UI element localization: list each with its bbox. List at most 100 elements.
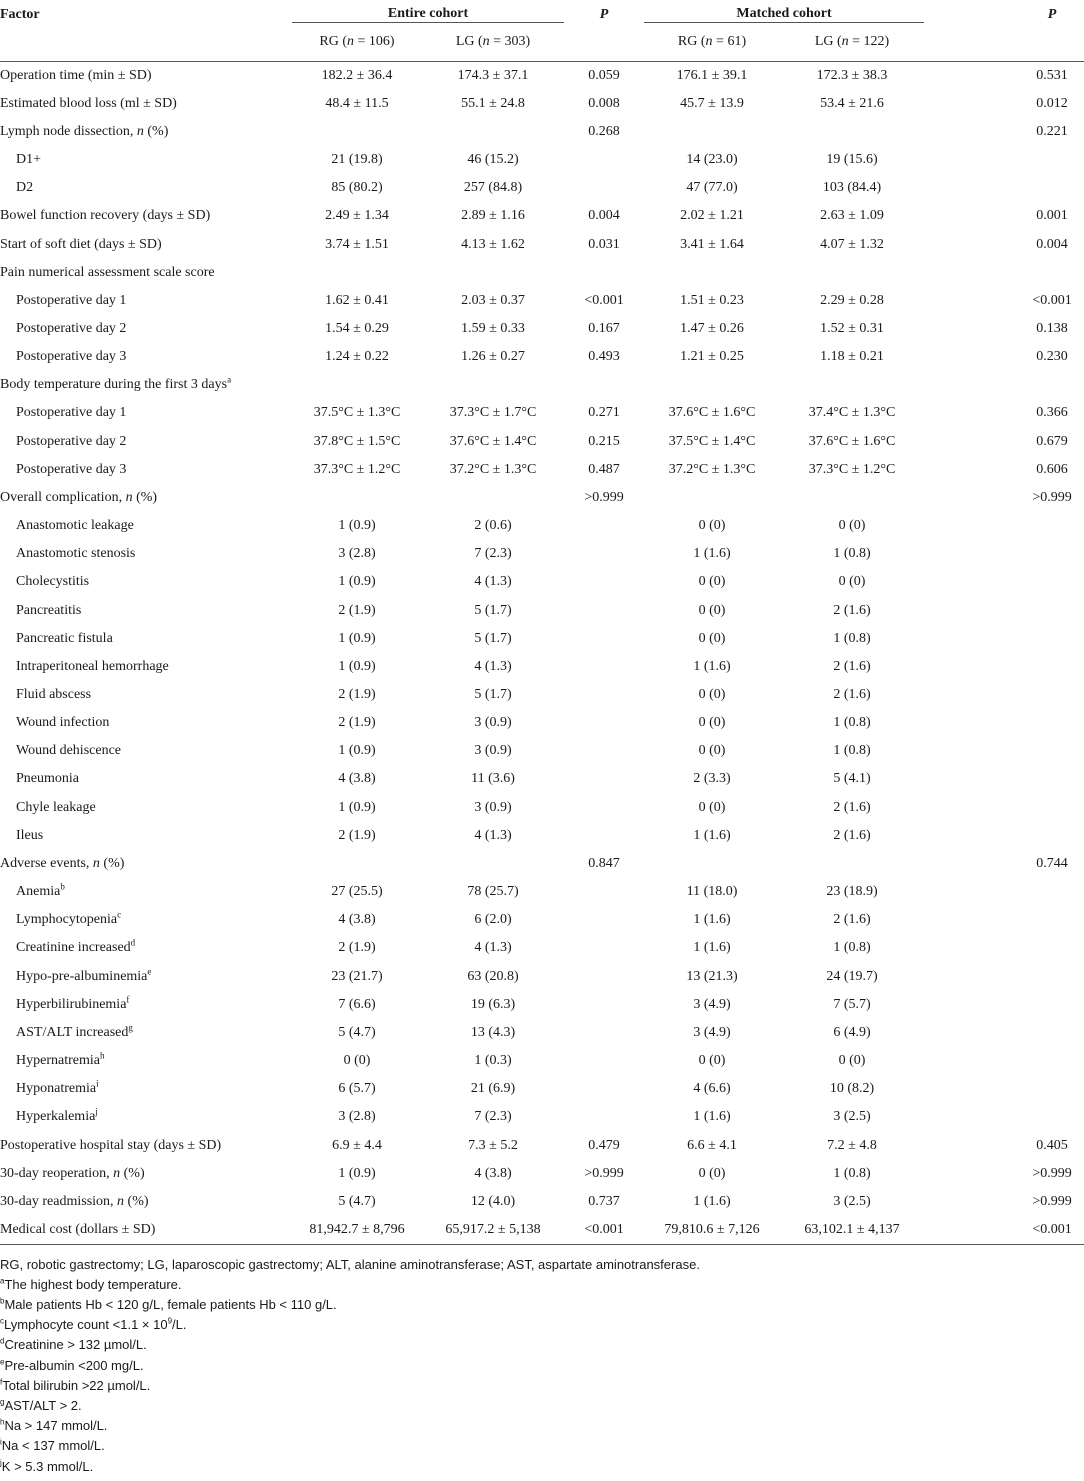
table-row: Hyponatremiai 6 (5.7) 21 (6.9) 4 (6.6) 10 (8… [0,1075,1084,1103]
table-cell: 3 (2.8) [292,1103,422,1131]
table-cell [780,484,924,512]
table-cell: 1 (0.8) [780,934,924,962]
table-row: Wound dehiscence 1 (0.9) 3 (0.9) 0 (0) 1 (0.… [0,737,1084,765]
table-cell: 21 (6.9) [422,1075,564,1103]
table-cell: 11 (3.6) [422,765,564,793]
table-cell [780,850,924,878]
row-label: Postoperative day 1 [0,399,292,427]
table-cell: 1 (1.6) [644,1103,780,1131]
table-cell: 2 (0.6) [422,512,564,540]
table-cell: 2.63 ± 1.09 [780,202,924,230]
table-cell: 37.6°C ± 1.4°C [422,428,564,456]
table-cell: 6 (4.9) [780,1019,924,1047]
table-row: Overall complication, n (%) >0.999 >0.999 [0,484,1084,512]
table-cell: 10 (8.2) [780,1075,924,1103]
table-cell: 1 (0.9) [292,653,422,681]
table-cell: 0 (0) [644,625,780,653]
table-cell: 79,810.6 ± 7,126 [644,1216,780,1244]
table-cell [564,146,644,174]
table-cell [1020,794,1084,822]
table-cell: 0 (0) [780,568,924,596]
table-cell: 0 (0) [780,512,924,540]
table-cell: 1 (0.8) [780,625,924,653]
table-cell [1020,906,1084,934]
results-table: Factor Entire cohort P Matched cohort P … [0,0,1084,1245]
table-cell [422,259,564,287]
table-cell [1020,174,1084,202]
table-cell: 2 (1.6) [780,794,924,822]
table-cell [564,934,644,962]
table-cell: 3 (4.9) [644,991,780,1019]
table-cell: 0.847 [564,850,644,878]
table-cell: 0.230 [1020,343,1084,371]
table-cell [1020,1019,1084,1047]
table-cell: >0.999 [1020,484,1084,512]
row-label: Anastomotic stenosis [0,540,292,568]
row-label: Postoperative day 3 [0,456,292,484]
table-cell: 1.47 ± 0.26 [644,315,780,343]
table-cell: 0 (0) [644,1160,780,1188]
table-cell [564,709,644,737]
table-cell: 37.8°C ± 1.5°C [292,428,422,456]
row-label: Lymphocytopeniac [0,906,292,934]
table-cell: 63,102.1 ± 4,137 [780,1216,924,1244]
table-cell: 14 (23.0) [644,146,780,174]
table-cell [1020,259,1084,287]
row-label: Chyle leakage [0,794,292,822]
table-cell: 2 (1.6) [780,906,924,934]
table-cell: 37.3°C ± 1.2°C [292,456,422,484]
table-cell: 1.52 ± 0.31 [780,315,924,343]
table-cell: 45.7 ± 13.9 [644,90,780,118]
table-cell: 0.679 [1020,428,1084,456]
footnote: jK > 5.3 mmol/L. [0,1457,1084,1477]
footnote: dCreatinine > 132 µmol/L. [0,1335,1084,1355]
table-cell: 6 (2.0) [422,906,564,934]
table-cell: 0.479 [564,1131,644,1159]
table-cell: 0.487 [564,456,644,484]
table-cell [1020,596,1084,624]
table-cell [1020,681,1084,709]
table-row: Postoperative hospital stay (days ± SD) 6… [0,1131,1084,1159]
table-cell [564,568,644,596]
table-row: Hypernatremiah 0 (0) 1 (0.3) 0 (0) 0 (0) [0,1047,1084,1075]
table-cell: 5 (4.7) [292,1019,422,1047]
lg-entire-header: LG (n = 303) [422,23,564,62]
table-row: Hypo-pre-albuminemiae 23 (21.7) 63 (20.8) 1… [0,963,1084,991]
table-cell: 0 (0) [780,1047,924,1075]
table-row: Postoperative day 1 37.5°C ± 1.3°C 37.3°C … [0,399,1084,427]
table-row: Body temperature during the first 3 days… [0,371,1084,399]
table-cell [780,118,924,146]
table-cell: 0 (0) [644,681,780,709]
row-label: Hypo-pre-albuminemiae [0,963,292,991]
table-cell [780,371,924,399]
table-cell: 2 (1.9) [292,596,422,624]
table-row: Intraperitoneal hemorrhage 1 (0.9) 4 (1.3)… [0,653,1084,681]
table-cell [564,878,644,906]
table-cell: 0.031 [564,230,644,258]
row-label: Hypernatremiah [0,1047,292,1075]
table-cell [564,540,644,568]
row-label: Lymph node dissection, n (%) [0,118,292,146]
table-cell: 0.215 [564,428,644,456]
table-cell [564,1019,644,1047]
table-cell [1020,146,1084,174]
table-cell: 7 (6.6) [292,991,422,1019]
table-cell: 2.89 ± 1.16 [422,202,564,230]
row-label: Medical cost (dollars ± SD) [0,1216,292,1244]
footnote: RG, robotic gastrectomy; LG, laparoscopi… [0,1255,1084,1275]
table-cell: 2 (1.9) [292,934,422,962]
table-row: Bowel function recovery (days ± SD) 2.49 … [0,202,1084,230]
table-row: D2 85 (80.2) 257 (84.8) 47 (77.0) 103 (84.4) [0,174,1084,202]
row-label: Body temperature during the first 3 days… [0,371,292,399]
table-cell: 0 (0) [644,596,780,624]
row-label: Cholecystitis [0,568,292,596]
table-row: Adverse events, n (%) 0.847 0.744 [0,850,1084,878]
table-row: Fluid abscess 2 (1.9) 5 (1.7) 0 (0) 2 (1.6) [0,681,1084,709]
table-cell: >0.999 [1020,1160,1084,1188]
table-cell [1020,625,1084,653]
row-label: Operation time (min ± SD) [0,62,292,90]
row-label: Pancreatitis [0,596,292,624]
table-row: 30-day reoperation, n (%) 1 (0.9) 4 (3.8) >… [0,1160,1084,1188]
matched-cohort-header: Matched cohort [644,0,924,23]
table-cell: 1 (0.9) [292,794,422,822]
